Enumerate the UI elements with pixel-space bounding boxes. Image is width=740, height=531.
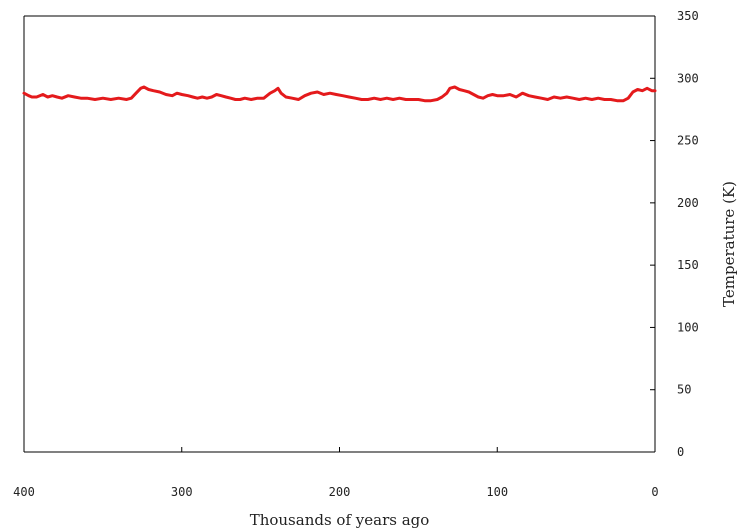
x-axis-title: Thousands of years ago [250,511,430,529]
x-tick-label: 200 [329,485,351,499]
plot-area [23,15,656,453]
y-tick-label: 350 [677,9,699,23]
series-layer [22,85,657,103]
temperature-series-line [22,85,657,103]
x-tick-label: 300 [171,485,193,499]
y-tick-label: 0 [677,445,684,459]
y-tick-label: 250 [677,134,699,148]
y-tick-label: 100 [677,320,699,334]
y-tick-label: 200 [677,196,699,210]
x-axis-ticks: 400 300 200 100 0 [13,447,659,499]
y-tick-label: 150 [677,258,699,272]
x-tick-label: 400 [13,485,35,499]
x-tick-label: 0 [651,485,658,499]
y-tick-label: 300 [677,71,699,85]
x-tick-label: 100 [486,485,508,499]
y-axis-title: Temperature (K) [720,181,738,307]
y-tick-label: 50 [677,383,691,397]
y-axis-ticks: 0 50 100 150 200 250 300 350 [650,9,699,459]
